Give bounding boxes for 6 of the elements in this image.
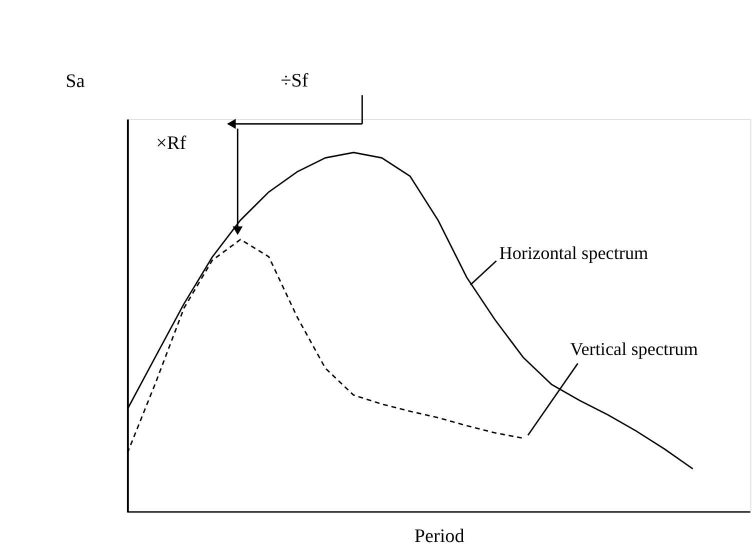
x-axis-title: Period [414,526,465,548]
series-label: Horizontal spectrum [499,242,648,263]
text: Vertical spectrum [570,338,698,359]
text: ÷Sf [280,70,309,92]
y-axis-title: Sa [66,70,86,92]
annotation: ×Rf [156,132,187,154]
